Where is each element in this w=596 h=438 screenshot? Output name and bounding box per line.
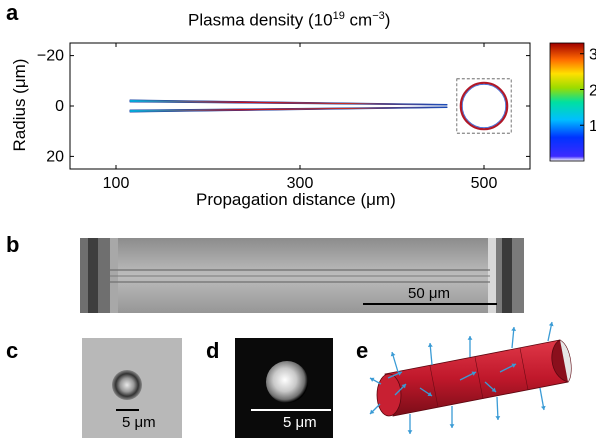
panel-d-label: d [206, 338, 220, 363]
arrow-head [471, 371, 476, 376]
panel-d-image [235, 338, 333, 438]
y-tick-label: 0 [55, 98, 64, 115]
arrow-head [407, 430, 413, 434]
panel-e-tube [376, 339, 572, 417]
colorbar-ticks: 1 2 3 [580, 47, 596, 135]
panel-e-label: e [356, 338, 369, 363]
arrow-head [467, 336, 473, 340]
arrow-head [390, 352, 396, 357]
colorbar-tick-label: 2 [589, 82, 596, 99]
scalebar-d-label: 5 μm [283, 414, 317, 431]
colorbar-tick-label: 1 [589, 118, 596, 135]
arrow-head [427, 391, 432, 396]
lower-wall [129, 106, 448, 113]
panel-b-label: b [6, 232, 20, 257]
cross-section-inner [461, 83, 507, 129]
scalebar-c-label: 5 μm [122, 414, 156, 431]
cross-section-ring [459, 81, 509, 131]
arrow-head [449, 424, 455, 428]
panel-b-image [80, 238, 524, 313]
y-tick-label: 20 [46, 148, 64, 165]
panel-a-label: a [6, 0, 19, 25]
panel-c-image [82, 338, 182, 438]
arrow-head [397, 371, 402, 376]
arrow-head [427, 343, 433, 348]
x-tick-label: 300 [287, 175, 314, 192]
normal-arrows [369, 321, 554, 434]
arrow-head [540, 405, 546, 410]
x-axis-label: Propagation distance (μm) [196, 190, 396, 209]
arrow-head [370, 409, 375, 414]
chart-title: Plasma density (1019 cm−3) [188, 10, 391, 30]
arrow-head [495, 416, 501, 420]
x-ticks: 100 300 500 [103, 43, 498, 192]
arrow-head [491, 387, 496, 392]
arrow-head [511, 327, 517, 332]
y-tick-label: −20 [37, 48, 64, 65]
x-tick-label: 500 [471, 175, 498, 192]
scalebar-b-label: 50 μm [408, 285, 450, 302]
upper-wall [129, 99, 448, 106]
arrow-head [370, 377, 375, 382]
arrow-head [401, 384, 406, 389]
arrow-head [548, 322, 554, 327]
normal-arrow [496, 396, 499, 421]
panel-c-label: c [6, 338, 19, 363]
colorbar-tick-label: 3 [589, 47, 596, 64]
cross-section-box [456, 78, 512, 134]
y-ticks: −20 0 20 [37, 48, 530, 165]
colorbar [549, 42, 585, 162]
plasma-structures [129, 78, 512, 134]
arrow-head [511, 363, 516, 368]
x-tick-label: 100 [103, 175, 130, 192]
